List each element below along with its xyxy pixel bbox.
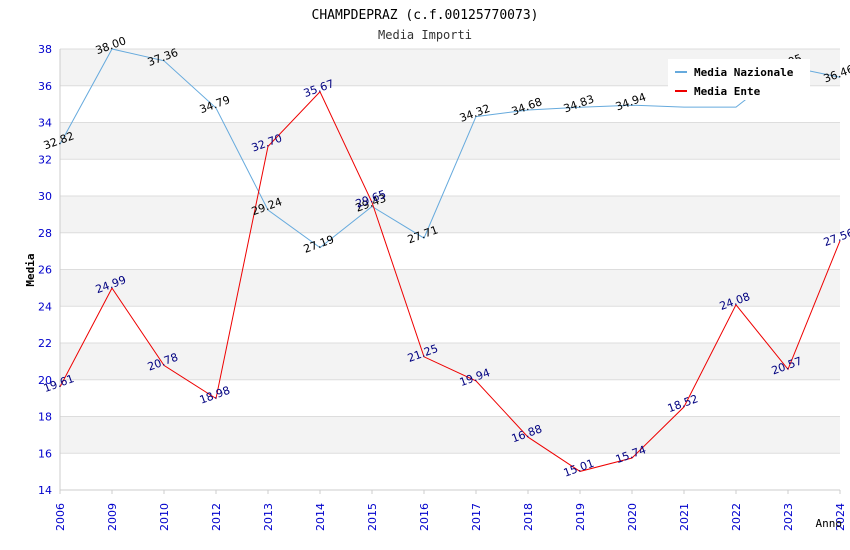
background-band xyxy=(60,343,840,380)
series-line-media-ente xyxy=(59,90,841,472)
x-tick-label: 2013 xyxy=(262,503,275,531)
legend-box xyxy=(668,59,810,100)
background-band xyxy=(60,269,840,307)
x-tick-labels: 2006 2009 2010 2012 2013 2014 2015 2016 2017 2018… xyxy=(54,490,847,531)
y-tick-label: 38 xyxy=(38,43,52,56)
background-band xyxy=(60,416,840,454)
background-band xyxy=(60,122,840,160)
legend-label-media-ente: Media Ente xyxy=(694,85,761,98)
y-tick-label: 24 xyxy=(38,300,52,313)
y-tick-label: 26 xyxy=(38,264,52,277)
x-tick-label: 2021 xyxy=(678,503,691,531)
background-band xyxy=(60,379,840,417)
x-tick-label: 2020 xyxy=(626,503,639,531)
y-tick-label: 18 xyxy=(38,411,52,424)
background-band xyxy=(60,306,840,343)
background-bands xyxy=(60,49,840,490)
x-tick-label: 2015 xyxy=(366,503,379,531)
x-tick-label: 2009 xyxy=(106,503,119,531)
x-axis-title: Anno xyxy=(816,517,843,530)
y-tick-label: 20 xyxy=(38,374,52,387)
y-tick-label: 14 xyxy=(38,484,52,497)
y-axis-title: Media xyxy=(24,253,37,286)
y-tick-label: 36 xyxy=(38,80,52,93)
y-tick-label: 28 xyxy=(38,227,52,240)
x-tick-label: 2016 xyxy=(418,503,431,531)
x-tick-label: 2012 xyxy=(210,503,223,531)
x-tick-label: 2014 xyxy=(314,503,327,531)
x-tick-label: 2024 xyxy=(834,503,847,531)
background-band xyxy=(60,453,840,490)
x-tick-label: 2017 xyxy=(470,503,483,531)
x-tick-label: 2023 xyxy=(782,503,795,531)
background-band xyxy=(60,196,840,233)
y-tick-label: 22 xyxy=(38,337,52,350)
background-band xyxy=(60,232,840,270)
series-lines xyxy=(59,48,841,472)
series-line-media-nazionale xyxy=(59,48,841,249)
x-tick-label: 2019 xyxy=(574,503,587,531)
x-tick-label: 2006 xyxy=(54,503,67,531)
y-tick-labels: 14 16 18 20 22 24 26 28 30 32 34 36 38 xyxy=(38,43,52,497)
y-tick-label: 34 xyxy=(38,117,52,130)
legend: Media Nazionale Media Ente xyxy=(668,59,810,100)
chart-subtitle: Media Importi xyxy=(378,28,472,42)
legend-label-media-nazionale: Media Nazionale xyxy=(694,66,794,79)
x-tick-label: 2010 xyxy=(158,503,171,531)
chart-title: CHAMPDEPRAZ (c.f.00125770073) xyxy=(312,8,539,23)
y-tick-label: 16 xyxy=(38,447,52,460)
y-tick-label: 30 xyxy=(38,190,52,203)
x-tick-label: 2018 xyxy=(522,503,535,531)
x-tick-label: 2022 xyxy=(730,503,743,531)
y-tick-label: 32 xyxy=(38,153,52,166)
